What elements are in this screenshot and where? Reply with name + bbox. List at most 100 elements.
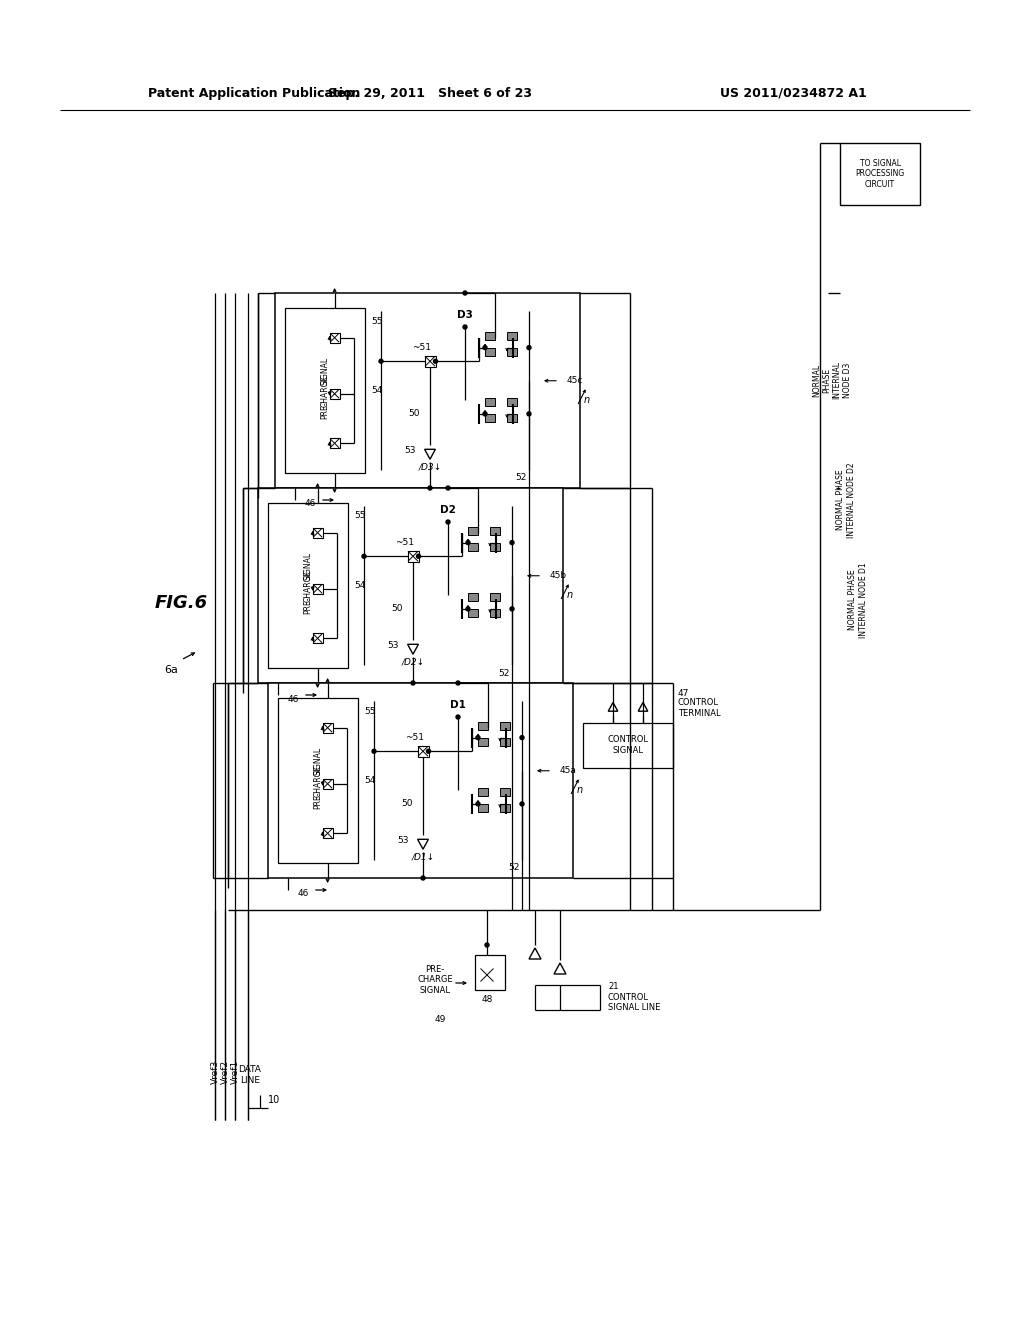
Text: Vref2: Vref2 [220, 1060, 229, 1084]
Text: /D2↓: /D2↓ [401, 657, 425, 667]
Text: NORMAL PHASE
INTERNAL NODE D2: NORMAL PHASE INTERNAL NODE D2 [837, 462, 856, 537]
Text: /D3↓: /D3↓ [419, 462, 441, 471]
Text: 53: 53 [387, 642, 399, 651]
Text: 45a: 45a [560, 766, 577, 775]
Circle shape [466, 607, 470, 611]
Text: PRE-: PRE- [313, 792, 323, 809]
Bar [500, 738, 510, 746]
Bar [490, 609, 500, 616]
Circle shape [428, 486, 432, 490]
Circle shape [433, 359, 437, 363]
Text: CONTROL
TERMINAL: CONTROL TERMINAL [678, 698, 721, 718]
Bar [312, 583, 323, 594]
Bar [500, 722, 510, 730]
Bar [468, 543, 478, 550]
Bar [468, 527, 478, 535]
Text: ~51: ~51 [406, 733, 425, 742]
Bar [258, 488, 563, 682]
Text: 52: 52 [509, 863, 520, 873]
Circle shape [520, 801, 524, 807]
Text: PRE-: PRE- [321, 401, 330, 420]
Circle shape [483, 412, 487, 416]
Bar [485, 347, 495, 355]
Circle shape [485, 942, 489, 946]
Bar [485, 414, 495, 422]
Bar [330, 389, 340, 399]
Text: ~51: ~51 [395, 537, 415, 546]
Bar [485, 397, 495, 407]
Circle shape [483, 346, 487, 350]
Bar [323, 779, 333, 789]
Bar [507, 331, 517, 339]
Text: D1: D1 [451, 700, 466, 710]
Bar [490, 527, 500, 535]
Bar [278, 698, 358, 863]
Circle shape [510, 541, 514, 545]
Text: 6a: 6a [164, 665, 178, 675]
Text: n: n [577, 785, 583, 795]
Text: Sep. 29, 2011   Sheet 6 of 23: Sep. 29, 2011 Sheet 6 of 23 [328, 87, 532, 99]
Text: D2: D2 [440, 506, 456, 515]
Text: 52: 52 [499, 668, 510, 677]
Bar [285, 308, 365, 473]
Text: FIG.6: FIG.6 [155, 594, 208, 612]
Circle shape [476, 801, 480, 807]
Text: CONTROL
SIGNAL: CONTROL SIGNAL [607, 735, 648, 755]
Text: D3: D3 [457, 310, 473, 319]
Text: 47: 47 [678, 689, 689, 697]
Bar [840, 143, 920, 205]
Bar [500, 788, 510, 796]
Text: 53: 53 [404, 446, 416, 455]
Text: TO SIGNAL
PROCESSING
CIRCUIT: TO SIGNAL PROCESSING CIRCUIT [855, 160, 904, 189]
Text: 50: 50 [401, 800, 413, 808]
Bar [468, 593, 478, 601]
Text: 54: 54 [354, 581, 366, 590]
Text: ~51: ~51 [413, 343, 431, 351]
Bar [480, 968, 494, 982]
Circle shape [463, 290, 467, 294]
Bar [507, 347, 517, 355]
Bar [500, 804, 510, 812]
Text: NORMAL
PHASE
INTERNAL
NODE D3: NORMAL PHASE INTERNAL NODE D3 [812, 360, 852, 399]
Text: 45c: 45c [567, 376, 584, 385]
Text: 46: 46 [288, 694, 299, 704]
Text: 50: 50 [409, 409, 420, 418]
Text: US 2011/0234872 A1: US 2011/0234872 A1 [720, 87, 866, 99]
Text: 49: 49 [434, 1015, 445, 1024]
Text: Patent Application Publication: Patent Application Publication [148, 87, 360, 99]
Text: n: n [584, 395, 590, 405]
Circle shape [379, 359, 383, 363]
Circle shape [446, 486, 450, 490]
Text: Vref3: Vref3 [211, 1060, 219, 1084]
Text: 55: 55 [354, 511, 366, 520]
Text: 10: 10 [268, 1096, 281, 1105]
Bar [485, 331, 495, 339]
Text: 21
CONTROL
SIGNAL LINE: 21 CONTROL SIGNAL LINE [608, 982, 660, 1012]
Text: 53: 53 [397, 837, 409, 845]
Bar [408, 550, 419, 562]
Bar [323, 829, 333, 838]
Text: SIGNAL: SIGNAL [303, 552, 312, 579]
Text: DATA
LINE: DATA LINE [239, 1065, 261, 1085]
Bar [475, 954, 505, 990]
Text: CHARGE: CHARGE [313, 764, 323, 797]
Circle shape [527, 412, 531, 416]
Text: 50: 50 [391, 605, 403, 614]
Circle shape [466, 541, 470, 545]
Circle shape [520, 735, 524, 739]
Bar [268, 682, 573, 878]
Bar [478, 738, 488, 746]
Text: /D1↓: /D1↓ [412, 853, 434, 862]
Bar [312, 528, 323, 537]
Circle shape [362, 554, 366, 558]
Text: 54: 54 [371, 385, 382, 395]
Bar [490, 593, 500, 601]
Bar [330, 438, 340, 449]
Circle shape [417, 554, 421, 558]
Circle shape [510, 607, 514, 611]
Text: SIGNAL: SIGNAL [321, 356, 330, 384]
Text: n: n [567, 590, 573, 601]
Text: 46: 46 [297, 890, 308, 899]
Text: 52: 52 [516, 474, 527, 483]
Circle shape [372, 750, 376, 754]
